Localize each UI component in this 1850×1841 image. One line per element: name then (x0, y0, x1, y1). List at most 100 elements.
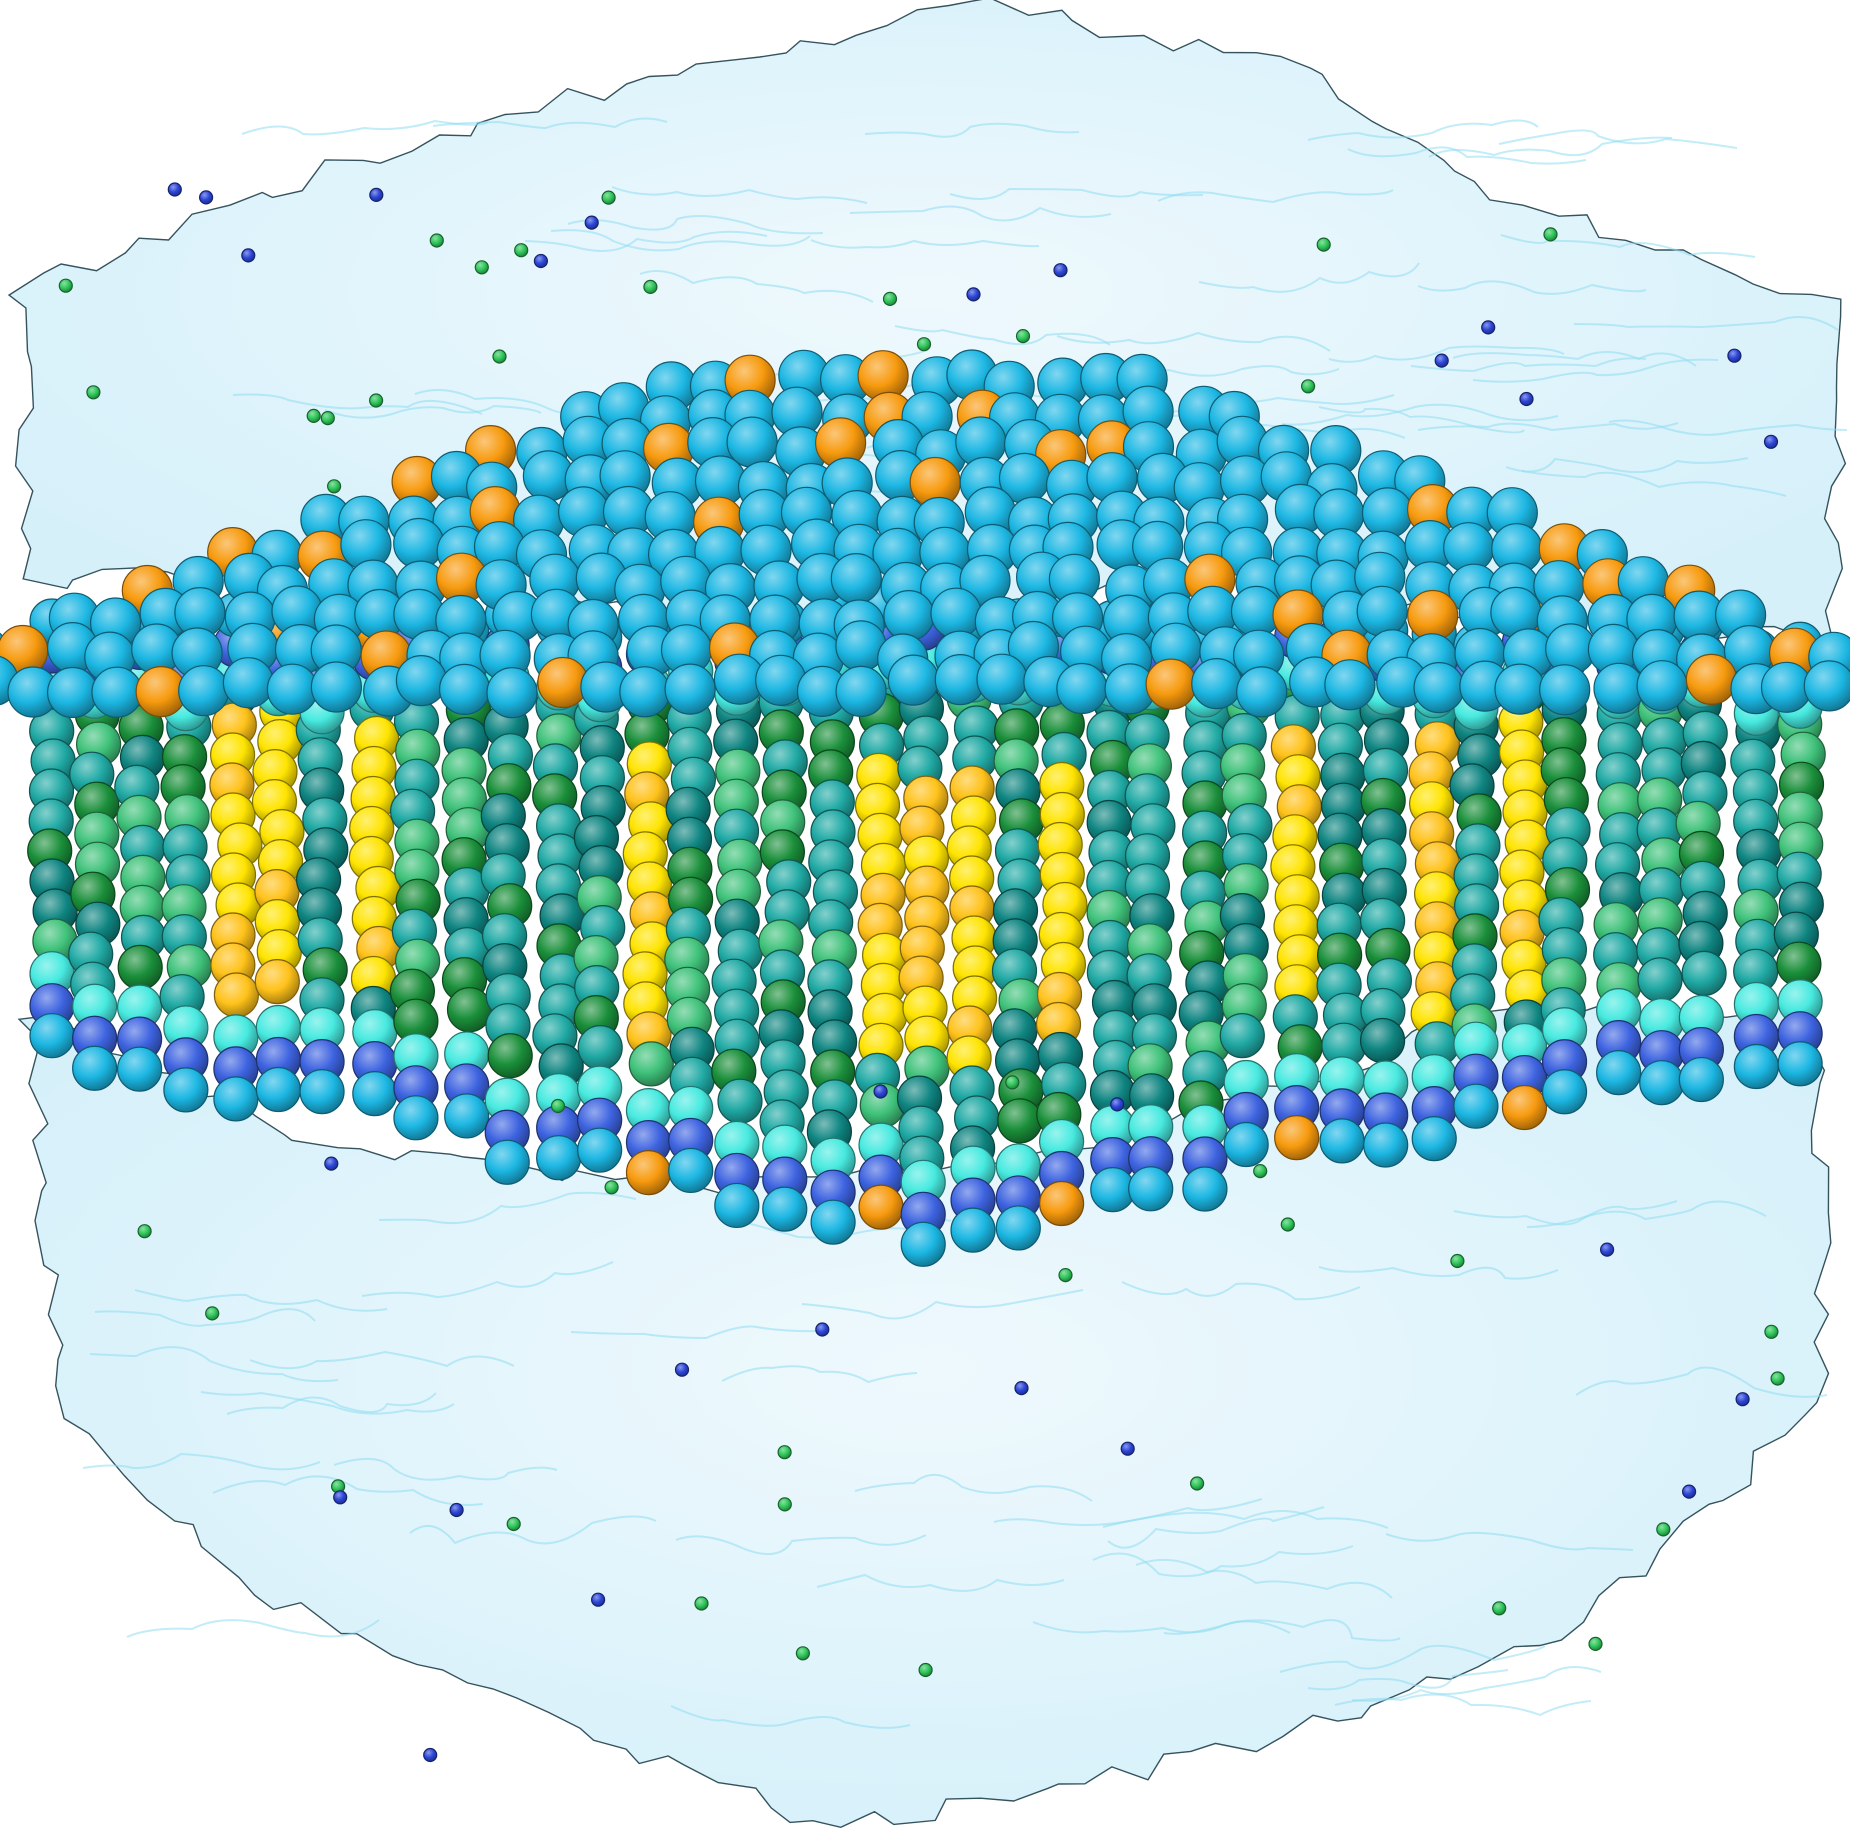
lipid-headgroup-icon (1407, 589, 1459, 642)
ion-icon (882, 291, 898, 306)
lipid-headgroup-icon (1803, 660, 1850, 712)
lipid-headgroup-icon (484, 1139, 530, 1185)
ion-icon (1763, 434, 1779, 449)
lipid-headgroup-icon (1593, 662, 1645, 714)
water-ripple (1157, 189, 1394, 204)
ion-icon (1735, 1392, 1750, 1407)
lipid-headgroup-icon (1145, 658, 1197, 710)
lipid-headgroup-icon (266, 663, 318, 715)
lipid-headgroup-icon (1411, 1115, 1457, 1162)
ion-icon (777, 1497, 792, 1512)
ion-icon (205, 1306, 220, 1321)
bottom-water-slab (17, 993, 1832, 1829)
ion-icon (369, 393, 384, 408)
water-ripple (524, 230, 768, 252)
water-ripple (1575, 1366, 1828, 1398)
water-ripple (570, 1325, 829, 1340)
ion-icon (1588, 1636, 1603, 1652)
lipid-headgroup-icon (1685, 653, 1738, 706)
ion-icon (674, 1362, 690, 1377)
ion-icon (241, 248, 256, 263)
lipid-tail-bead (577, 1024, 623, 1071)
water-ripple (1334, 1693, 1592, 1717)
ion-icon (327, 479, 342, 494)
lipid-headgroup-icon (664, 663, 716, 715)
lipid-tail-bead (997, 1098, 1043, 1144)
water-ripple (854, 1474, 1093, 1502)
water-ripple (241, 119, 489, 136)
water-ripple (550, 229, 811, 252)
ion-icon (1300, 379, 1316, 394)
ion-icon (1519, 391, 1534, 407)
ions-front-layer (137, 1075, 1785, 1763)
ion-icon (320, 411, 335, 426)
lipid-headgroup-icon (1413, 661, 1465, 714)
ion-icon (474, 260, 489, 275)
water-ripple (1428, 136, 1673, 158)
ion-icon (601, 190, 616, 205)
ion-icon (1543, 227, 1558, 242)
water-ripple (134, 1289, 388, 1312)
lipid-headgroup-icon (536, 1135, 582, 1181)
lipid-headgroup-icon (726, 416, 778, 468)
lipid-headgroup-icon (1639, 1060, 1685, 1106)
water-ripple (89, 1346, 339, 1383)
water-ripple (212, 1475, 484, 1507)
lipid-tail-bead (117, 944, 163, 991)
water-ripple (94, 1308, 316, 1327)
ion-icon (333, 1490, 348, 1505)
water-ripple (333, 1457, 558, 1481)
lipid-headgroup-icon (72, 1045, 118, 1091)
lipid-headgroup-icon (1636, 660, 1688, 712)
lipid-headgroup-icon (29, 1013, 75, 1059)
ion-icon (795, 1646, 811, 1661)
ion-icon (533, 253, 549, 269)
lipid-headgroup-icon (486, 667, 538, 719)
water-ripple (1107, 1506, 1325, 1549)
water-ripple (82, 1452, 321, 1471)
lipid-headgroup-icon (439, 663, 491, 716)
water-ripple (226, 1392, 437, 1415)
lipid-headgroup-icon (1182, 1166, 1228, 1212)
water-ripple (1307, 1669, 1509, 1691)
lipid-column (664, 586, 717, 1194)
lipid-tail-bead (717, 1078, 763, 1124)
water-ripple (1608, 419, 1848, 436)
water-ripple (1498, 129, 1738, 149)
water-ripple (894, 325, 1111, 346)
water-ripple (949, 187, 1204, 200)
lipid-headgroup-icon (1678, 1056, 1724, 1103)
water-ripple (249, 1350, 515, 1370)
water-ripple (1452, 351, 1697, 367)
ion-icon (514, 243, 529, 258)
ion-icon (550, 1098, 566, 1114)
water-ripple (1526, 1200, 1767, 1228)
cholesterol-icon (213, 972, 259, 1018)
ion-icon (58, 278, 73, 293)
water-ripple (361, 1261, 614, 1299)
lipid-headgroup-icon (762, 1186, 808, 1232)
water-ripple (1121, 1281, 1361, 1301)
lipid-headgroup-icon (46, 666, 99, 719)
lipid-tail-bead (1359, 1017, 1406, 1064)
ion-icon (449, 1502, 464, 1518)
ion-icon (1280, 1217, 1295, 1232)
lipid-headgroup-icon (1361, 487, 1414, 539)
lipid-tail-bead (1681, 950, 1727, 997)
lipid-headgroup-icon (858, 1184, 904, 1230)
lipid-headgroup-icon (625, 1149, 672, 1196)
ion-icon (1481, 320, 1496, 335)
water-ripple (639, 270, 874, 303)
upper-leaflet-headgroups (0, 349, 1850, 719)
lipid-headgroup-icon (976, 653, 1028, 705)
ion-icon (492, 349, 507, 364)
lipid-headgroup-icon (222, 657, 274, 709)
lipid-headgroup-icon (537, 656, 589, 709)
lipid-headgroup-icon (1274, 1115, 1320, 1161)
water-ripple (1505, 457, 1749, 474)
water-ripple (1163, 1619, 1401, 1642)
ion-icon (1120, 1441, 1135, 1456)
lipid-headgroup-icon (887, 654, 940, 706)
lipid-headgroup-icon (1501, 1084, 1548, 1131)
